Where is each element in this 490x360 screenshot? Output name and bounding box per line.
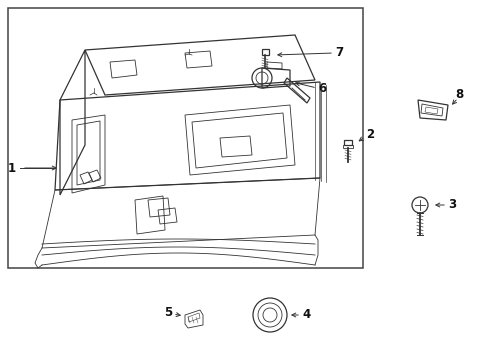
Bar	[262, 49, 269, 55]
Bar	[344, 140, 352, 145]
Text: 5: 5	[164, 306, 172, 320]
Text: 1: 1	[8, 162, 16, 175]
Text: 7: 7	[335, 45, 343, 58]
Text: 3: 3	[448, 198, 456, 211]
Text: 2: 2	[366, 129, 374, 141]
Bar	[343, 145, 353, 148]
Text: 4: 4	[302, 309, 310, 321]
Bar	[8, 8, 363, 268]
Text: 6: 6	[318, 81, 326, 94]
Text: 8: 8	[455, 89, 463, 102]
